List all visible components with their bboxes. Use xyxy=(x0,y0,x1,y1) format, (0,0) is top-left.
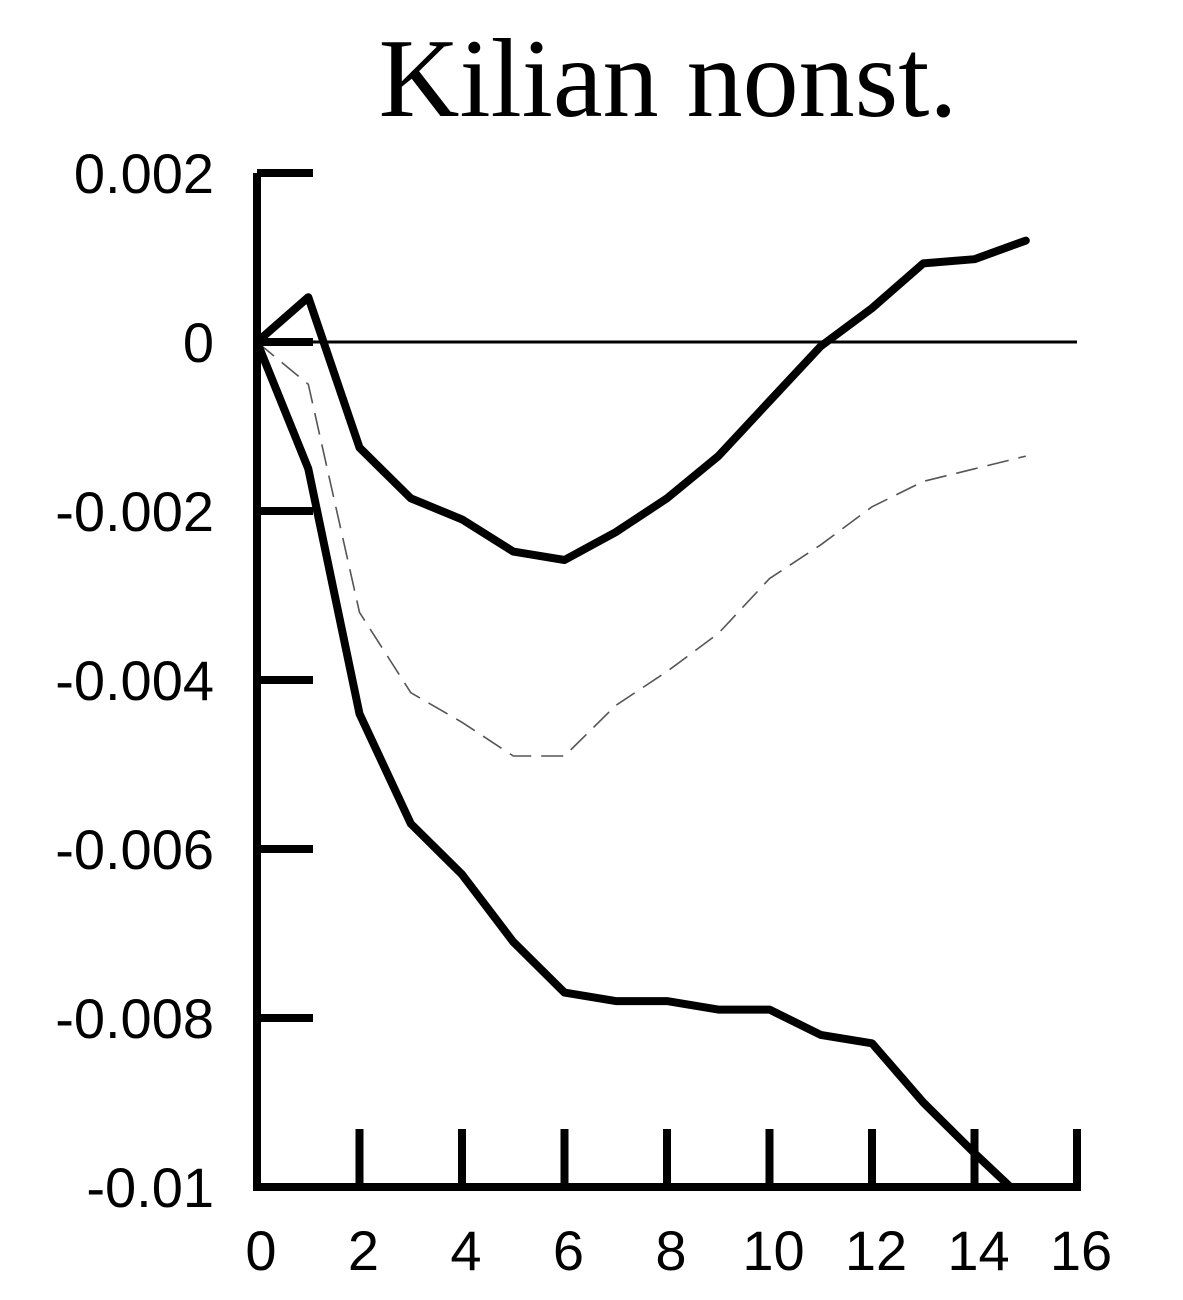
y-tick-label: -0.01 xyxy=(86,1156,214,1219)
x-tick-label: 4 xyxy=(450,1219,481,1282)
y-tick-label: -0.008 xyxy=(55,987,214,1050)
y-tick-label: -0.004 xyxy=(55,649,214,712)
series-layer xyxy=(253,236,1030,1191)
series-line-3 xyxy=(253,338,1015,1191)
x-tick-label: 10 xyxy=(742,1219,804,1282)
x-tick-label: 6 xyxy=(553,1219,584,1282)
x-tick-label: 16 xyxy=(1050,1219,1112,1282)
x-tick-label: 0 xyxy=(245,1219,276,1282)
x-tick-label: 8 xyxy=(655,1219,686,1282)
axes: 0.002 0 -0.002 -0.004 -0.006 -0.008 -0.01 0 2 4 6 8… xyxy=(55,142,1112,1282)
chart-title: Kilian nonst. xyxy=(379,17,958,141)
y-tick-label: -0.006 xyxy=(55,818,214,881)
y-tick-label: -0.002 xyxy=(55,480,214,543)
x-tick-label: 12 xyxy=(845,1219,907,1282)
y-tick-label: 0.002 xyxy=(74,142,214,205)
y-tick-label: 0 xyxy=(183,311,214,374)
series-line-1 xyxy=(253,236,1030,564)
x-tick-label: 14 xyxy=(947,1219,1009,1282)
series-line-2 xyxy=(256,341,1026,757)
x-tick-label: 2 xyxy=(348,1219,379,1282)
